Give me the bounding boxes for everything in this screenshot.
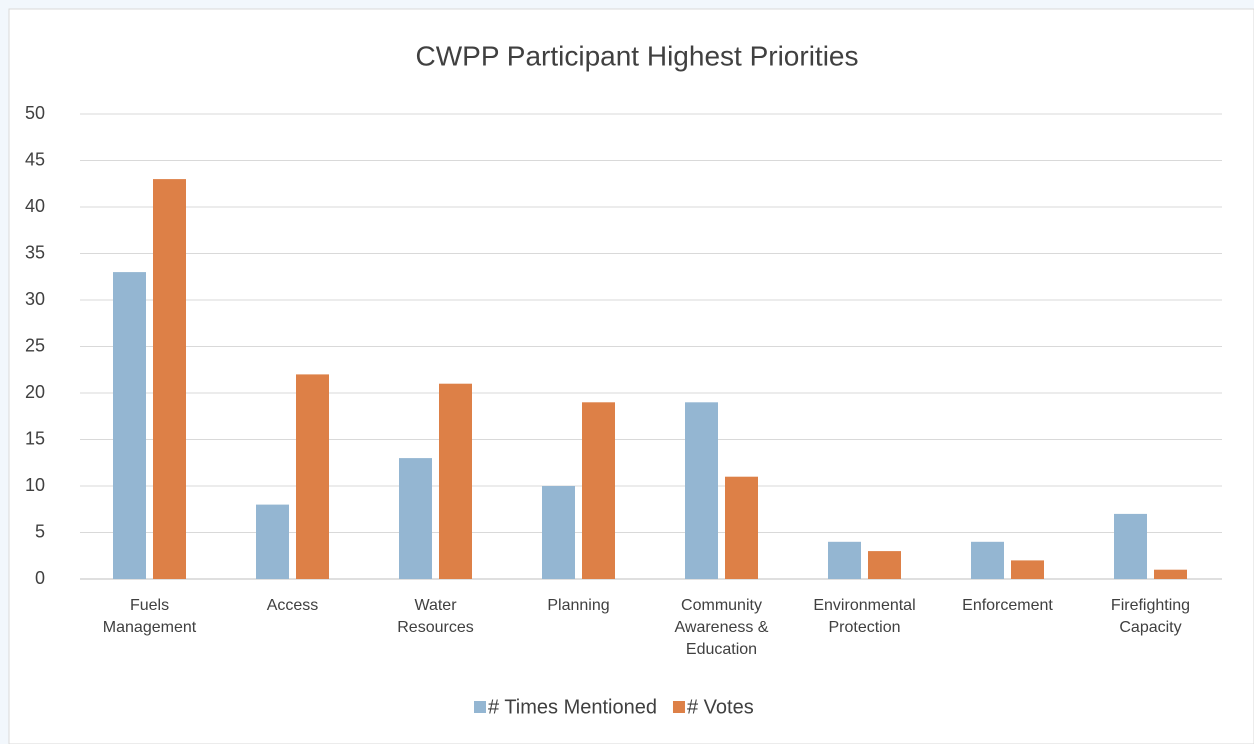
legend-label: # Votes — [687, 696, 754, 718]
bar — [113, 272, 146, 579]
x-tick-label: Firefighting Capacity — [1111, 597, 1190, 636]
bar — [725, 476, 758, 579]
y-tick-label: 25 — [25, 335, 45, 355]
bar — [1114, 513, 1147, 579]
x-tick-label: Community Awareness & Education — [675, 597, 769, 658]
y-tick-label: 40 — [25, 196, 45, 216]
y-tick-label: 20 — [25, 382, 45, 402]
bar — [971, 541, 1004, 579]
y-tick-label: 5 — [35, 521, 45, 541]
y-tick-label: 0 — [35, 568, 45, 588]
bar — [1011, 560, 1044, 579]
bar — [1154, 569, 1187, 579]
bar — [439, 383, 472, 579]
bar — [685, 402, 718, 579]
x-tick-label: Fuels Management — [103, 597, 197, 636]
bar — [582, 402, 615, 579]
bar — [868, 551, 901, 579]
bar — [828, 541, 861, 579]
bar — [542, 486, 575, 579]
chart-title: CWPP Participant Highest Priorities — [416, 40, 859, 71]
y-tick-label: 10 — [25, 475, 45, 495]
y-tick-label: 15 — [25, 428, 45, 448]
x-tick-label: Environmental Protection — [813, 597, 915, 636]
y-tick-label: 50 — [25, 103, 45, 123]
bar — [153, 179, 186, 579]
y-tick-label: 35 — [25, 242, 45, 262]
chart-area — [8, 8, 1254, 745]
y-tick-label: 30 — [25, 289, 45, 309]
x-tick-label: Planning — [547, 597, 609, 614]
bar — [399, 458, 432, 579]
legend-label: # Times Mentioned — [488, 696, 657, 718]
x-tick-label: Access — [267, 597, 319, 614]
bar — [296, 374, 329, 579]
bar — [256, 504, 289, 579]
legend-swatch — [474, 701, 486, 713]
x-tick-label: Enforcement — [962, 597, 1053, 614]
y-tick-label: 45 — [25, 149, 45, 169]
legend-swatch — [672, 701, 685, 713]
x-tick-label: Water Resources — [397, 597, 473, 636]
